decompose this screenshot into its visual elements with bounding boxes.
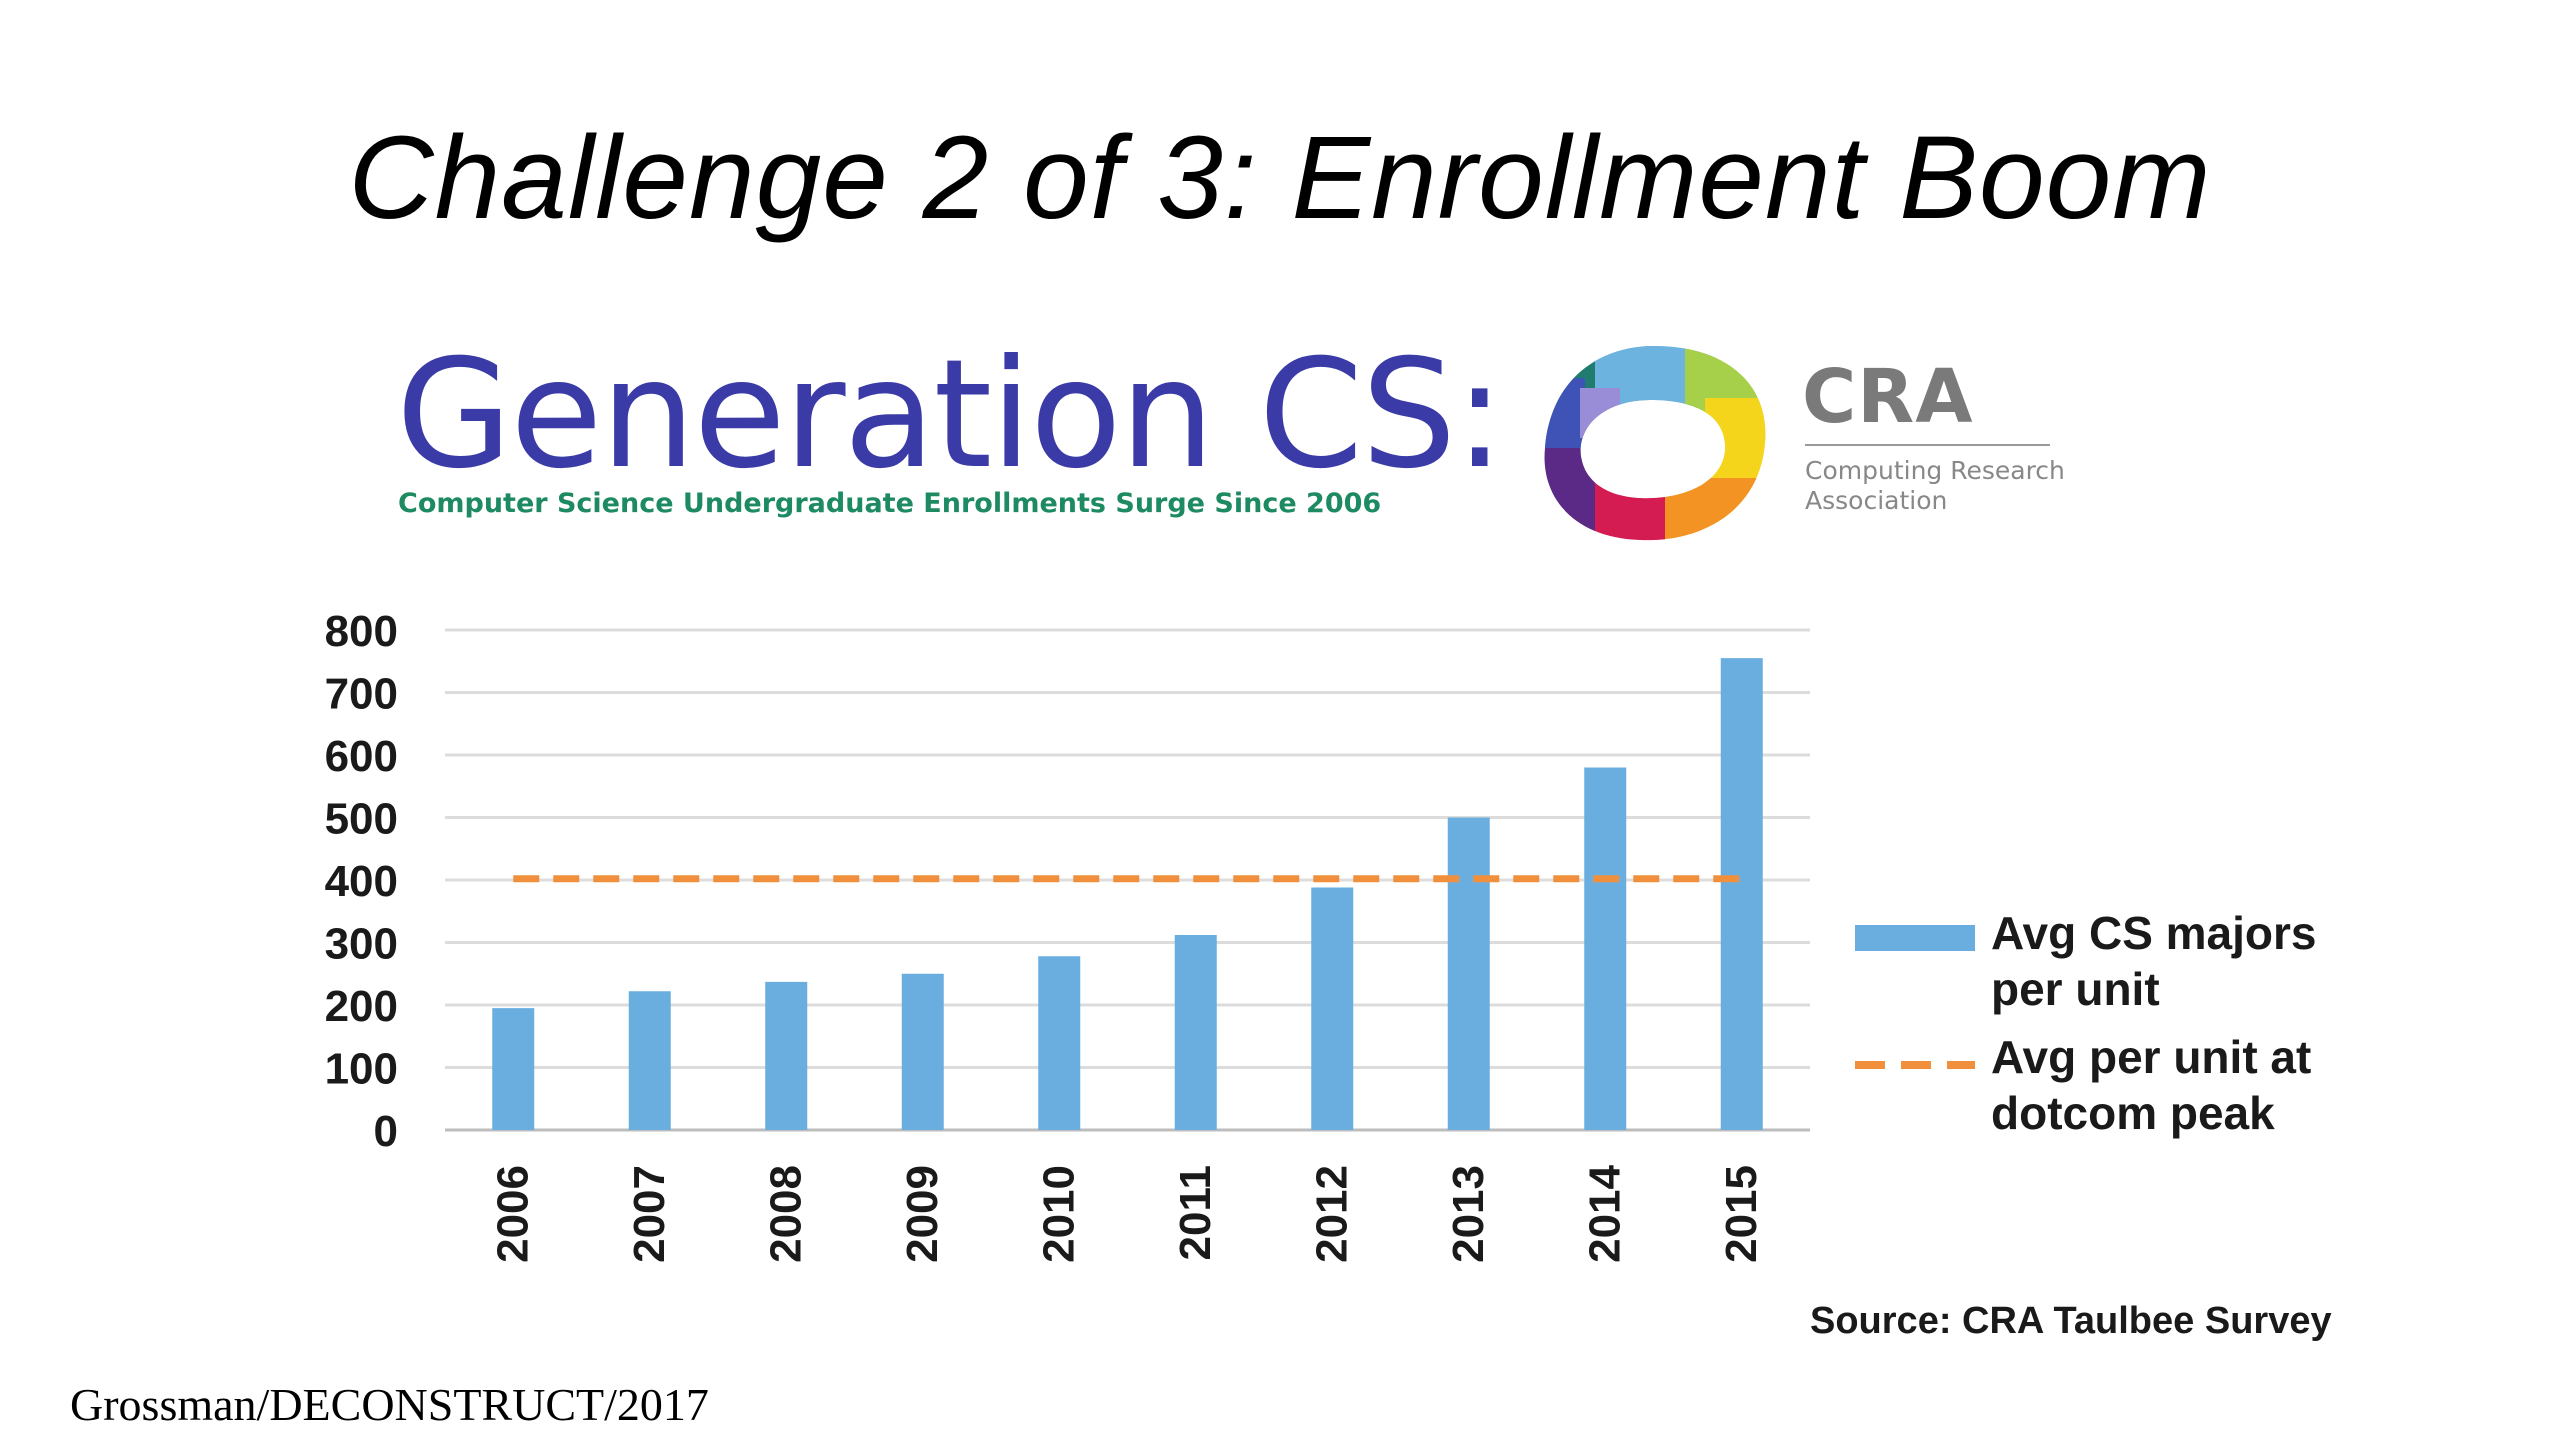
y-tick-label: 100: [325, 1045, 398, 1094]
banner-title: Generation CS:: [396, 328, 1505, 502]
x-tick-label: 2010: [1034, 1165, 1083, 1263]
legend-item-dashed: Avg per unit at dotcom peak: [1855, 1029, 2375, 1141]
cra-ring-logo-icon: [1544, 346, 1766, 541]
y-tick-label: 800: [325, 607, 398, 656]
x-tick-label: 2011: [1171, 1165, 1220, 1260]
bar-chart: 0 100 200 300 400 500 600 700 800 2006 2007 2008 200…: [325, 607, 1810, 1263]
y-tick-label: 300: [325, 920, 398, 969]
bar: [628, 991, 671, 1130]
x-tick-label: 2013: [1444, 1165, 1493, 1263]
y-tick-label: 200: [325, 982, 398, 1031]
bar: [1584, 767, 1627, 1130]
y-tick-label: 600: [325, 732, 398, 781]
x-tick-label: 2012: [1307, 1165, 1356, 1263]
cra-name: CRA: [1802, 354, 1974, 440]
cra-divider: [1805, 444, 2050, 446]
bar: [1311, 887, 1354, 1130]
x-tick-label: 2009: [898, 1165, 947, 1263]
chart-source: Source: CRA Taulbee Survey: [1810, 1300, 2332, 1342]
legend-label: Avg per unit at dotcom peak: [1991, 1031, 2312, 1139]
slide-title: Challenge 2 of 3: Enrollment Boom: [348, 112, 2212, 244]
bar: [901, 973, 944, 1130]
x-tick-label: 2008: [761, 1165, 810, 1263]
bar: [492, 1008, 535, 1130]
x-tick-label: 2014: [1580, 1164, 1629, 1262]
bar: [1720, 658, 1763, 1130]
banner-subtitle: Computer Science Undergraduate Enrollmen…: [398, 488, 1382, 519]
bar: [1447, 817, 1490, 1130]
y-tick-label: 0: [374, 1107, 398, 1156]
legend-swatch-dash: [1855, 1061, 1975, 1069]
cra-full-name: Computing Research Association: [1805, 456, 2065, 515]
slide-footer: Grossman/DECONSTRUCT/2017: [70, 1379, 709, 1430]
bar: [1174, 935, 1217, 1130]
x-tick-label: 2015: [1717, 1165, 1766, 1263]
legend-label: Avg CS majors per unit: [1991, 907, 2317, 1015]
legend-swatch-bar: [1855, 925, 1975, 951]
legend-item-bars: Avg CS majors per unit: [1855, 905, 2375, 1017]
chart-legend: Avg CS majors per unit Avg per unit at d…: [1855, 905, 2375, 1153]
y-tick-label: 500: [325, 795, 398, 844]
y-tick-label: 700: [325, 670, 398, 719]
x-tick-label: 2007: [625, 1165, 674, 1263]
bar: [765, 981, 808, 1130]
y-tick-label: 400: [325, 857, 398, 906]
bar: [1038, 956, 1081, 1130]
x-tick-label: 2006: [488, 1165, 537, 1263]
